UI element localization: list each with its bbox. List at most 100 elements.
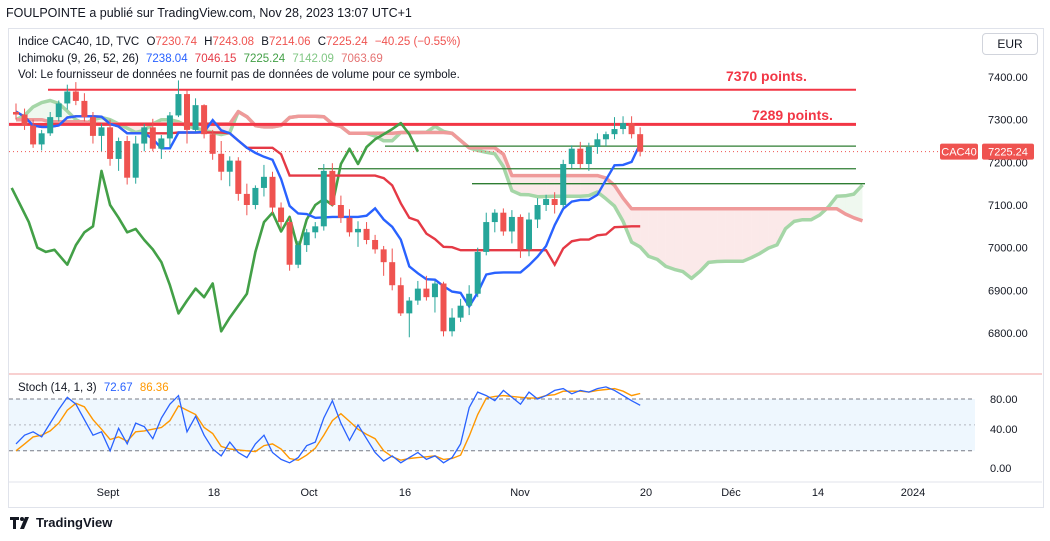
cloud-fill-segment xyxy=(529,175,538,197)
candle-body xyxy=(474,251,481,294)
candle-body xyxy=(260,176,267,188)
open-value: 7230.74 xyxy=(155,36,197,48)
price-tick-label: 7200.00 xyxy=(988,157,1028,169)
cloud-fill-segment xyxy=(674,208,683,272)
symbol-line: Indice CAC40, 1D, TVC xyxy=(18,36,140,48)
cloud-fill-segment xyxy=(725,208,735,262)
cloud-fill-segment xyxy=(657,208,666,267)
cloud-fill-segment xyxy=(700,208,709,272)
candle-body xyxy=(397,285,404,314)
high-value: 7243.08 xyxy=(212,36,255,48)
tradingview-logo-icon xyxy=(10,516,29,529)
cloud-fill-segment xyxy=(537,175,547,197)
volume-note: Vol: Le fournisseur de données ne fourni… xyxy=(18,69,460,81)
cloud-fill-segment xyxy=(691,208,700,279)
candle-body xyxy=(89,117,96,136)
candle-body xyxy=(440,283,447,332)
stoch-k-line xyxy=(15,386,641,464)
currency-button[interactable]: EUR xyxy=(982,33,1038,55)
tenkan-sen xyxy=(15,110,642,309)
cloud-fill-segment xyxy=(776,208,786,245)
cloud-fill-segment xyxy=(588,175,598,196)
candle-body xyxy=(594,139,601,147)
cloud-fill-segment xyxy=(631,208,641,248)
candle-body xyxy=(226,160,233,172)
footer-brand[interactable]: TradingView xyxy=(10,515,112,530)
time-tick-label: 2024 xyxy=(901,487,925,499)
annotation-7289: 7289 points. xyxy=(752,107,833,123)
candle-body xyxy=(295,245,302,265)
cloud-fill-segment xyxy=(546,175,555,197)
high-label: H xyxy=(204,36,213,48)
candle-body xyxy=(132,143,139,178)
candle-body xyxy=(466,293,473,306)
candle-body xyxy=(98,127,105,136)
candle-body xyxy=(389,262,396,286)
cloud-fill-segment xyxy=(751,208,760,258)
cloud-fill-segment xyxy=(717,208,726,262)
candle-body xyxy=(500,212,507,232)
candle-body xyxy=(414,288,421,301)
cloud-fill-segment xyxy=(802,208,812,220)
candle-body xyxy=(449,317,456,332)
candle-body xyxy=(380,249,387,263)
stoch-k-value: 72.67 xyxy=(103,382,133,394)
candle-body xyxy=(278,207,285,223)
candle-body xyxy=(534,205,541,220)
last-price-tag xyxy=(982,143,1034,160)
candle-body xyxy=(243,193,250,205)
time-tick-label: 18 xyxy=(208,487,220,499)
cloud-fill-segment xyxy=(845,194,854,218)
senkou-span-a xyxy=(15,98,864,281)
cloud-fill-segment xyxy=(734,208,743,262)
cloud-fill-segment xyxy=(520,175,529,195)
candle-body xyxy=(483,222,490,252)
annotation-7370: 7370 points. xyxy=(726,68,807,84)
cloud-fill-segment xyxy=(571,175,581,197)
time-tick-label: 14 xyxy=(812,487,824,499)
candle-body xyxy=(218,153,225,172)
stoch-tick-label: 80.00 xyxy=(990,394,1018,406)
time-tick-label: Déc xyxy=(721,487,741,499)
cloud-fill-segment xyxy=(682,208,692,279)
candle-body xyxy=(141,127,148,144)
candle-body xyxy=(81,100,88,118)
candle-body xyxy=(346,217,353,233)
time-tick-label: Nov xyxy=(510,487,530,499)
candle-body xyxy=(620,123,627,130)
candle-body xyxy=(551,199,558,205)
candle-body xyxy=(115,141,122,159)
time-tick-label: 20 xyxy=(640,487,652,499)
symbol-price-tag xyxy=(940,143,978,160)
candle-body xyxy=(184,94,190,130)
candle-body xyxy=(585,146,592,165)
ichimoku-kijun: 7046.15 xyxy=(194,53,237,65)
candle-body xyxy=(124,141,131,178)
candle-body xyxy=(543,199,550,205)
candle-body xyxy=(269,176,276,208)
publish-header: FOULPOINTE a publié sur TradingView.com,… xyxy=(6,6,412,20)
stoch-tick-label: 0.00 xyxy=(990,463,1011,475)
candle-body xyxy=(568,148,575,165)
candle-body xyxy=(457,305,464,318)
candle-body xyxy=(491,212,498,223)
candle-body xyxy=(517,216,524,250)
candle-body xyxy=(372,239,379,250)
candle-body xyxy=(303,232,310,246)
candle-body xyxy=(329,170,336,205)
candle-body xyxy=(423,288,430,298)
last-price-text: 7225.24 xyxy=(988,147,1028,159)
candle-body xyxy=(72,91,79,101)
candle-body xyxy=(149,127,156,149)
low-label: B xyxy=(261,36,269,48)
ichimoku-label: Ichimoku (9, 26, 52, 26) xyxy=(18,53,139,65)
candle-body xyxy=(560,164,567,205)
cloud-fill-segment xyxy=(665,208,675,270)
ichimoku-senkou-b: 7063.69 xyxy=(341,53,383,65)
price-tick-label: 6800.00 xyxy=(988,328,1028,340)
candle-body xyxy=(252,187,259,205)
candle-body xyxy=(577,148,584,165)
candle-body xyxy=(611,129,618,135)
ichimoku-legend: Ichimoku (9, 26, 52, 26) 7238.04 7046.15… xyxy=(18,53,387,65)
